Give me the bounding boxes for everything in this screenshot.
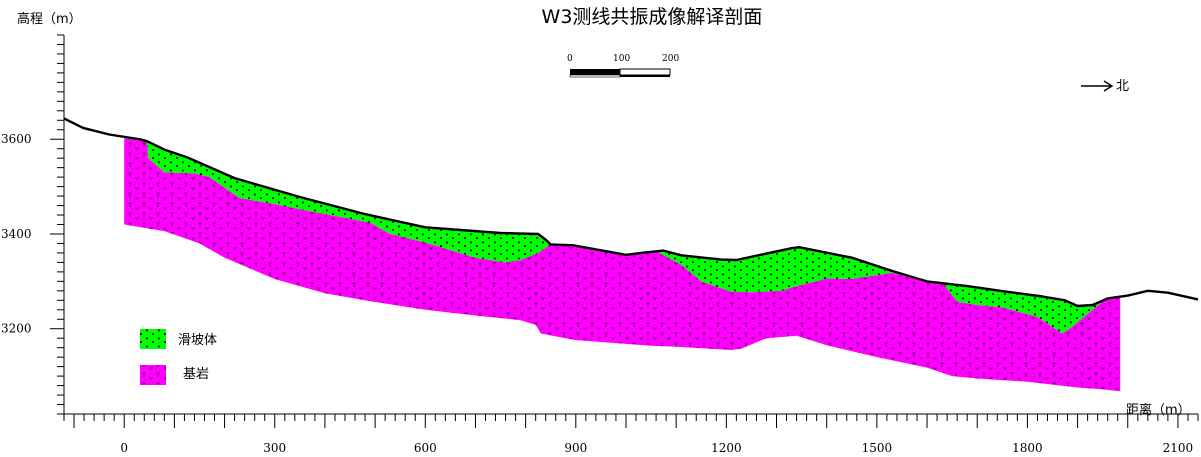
x-tick-label: 1500 bbox=[862, 441, 893, 455]
bedrock-body bbox=[124, 138, 1121, 392]
scale-label-200: 200 bbox=[662, 54, 679, 64]
x-ticks: 0 300 600 900 1200 1500 1800 2100 bbox=[63, 414, 1199, 455]
axes: 3200 3400 3600 0 300 600 900 1200 1500 1800 2100 bbox=[1, 34, 1199, 455]
legend: 滑坡体 基岩 bbox=[140, 329, 217, 385]
legend-bedrock-label: 基岩 bbox=[183, 367, 209, 382]
scale-label-0: 0 bbox=[567, 54, 573, 64]
y-tick-label: 3400 bbox=[1, 227, 32, 241]
x-tick-label: 1800 bbox=[1012, 441, 1043, 455]
plot-area bbox=[63, 117, 1199, 392]
scale-bar-segment-2 bbox=[619, 68, 671, 76]
north-arrowhead-icon bbox=[1103, 80, 1114, 92]
y-ticks: 3200 3400 3600 bbox=[1, 34, 64, 415]
y-axis-label: 高程（m） bbox=[17, 11, 82, 27]
x-tick-label: 900 bbox=[564, 441, 587, 455]
figure-title: W3测线共振成像解译剖面 bbox=[542, 6, 763, 28]
x-tick-label: 2100 bbox=[1163, 441, 1194, 455]
scale-bar: 0 100 200 bbox=[567, 54, 679, 78]
legend-landslide-swatch bbox=[140, 329, 166, 349]
y-tick-label: 3600 bbox=[1, 132, 32, 146]
scale-label-100: 100 bbox=[613, 54, 630, 64]
north-label: 北 bbox=[1116, 79, 1129, 94]
legend-landslide-label: 滑坡体 bbox=[178, 333, 217, 348]
x-tick-label: 300 bbox=[263, 441, 286, 455]
scale-bar-segment-4 bbox=[620, 75, 670, 77]
scale-bar-segment-1 bbox=[570, 69, 620, 75]
north-indicator: 北 bbox=[1081, 79, 1129, 94]
x-tick-label: 600 bbox=[414, 441, 437, 455]
scale-bar-segment-3 bbox=[569, 74, 621, 78]
x-tick-label: 0 bbox=[120, 441, 128, 455]
y-tick-label: 3200 bbox=[1, 322, 32, 336]
ground-surface-line bbox=[63, 117, 1199, 308]
legend-bedrock-swatch bbox=[140, 365, 166, 385]
x-tick-label: 1200 bbox=[711, 441, 742, 455]
